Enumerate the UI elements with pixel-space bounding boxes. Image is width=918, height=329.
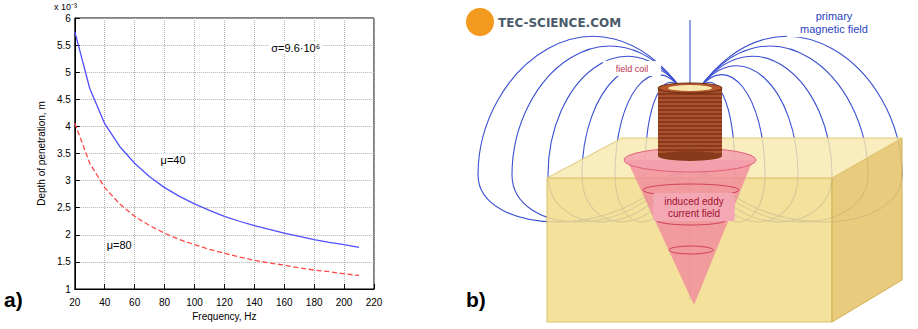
svg-text:Depth of penetration, m: Depth of penetration, m <box>36 101 47 206</box>
svg-text:220: 220 <box>366 297 383 308</box>
svg-text:140: 140 <box>246 297 263 308</box>
svg-text:4.5: 4.5 <box>57 94 71 105</box>
svg-text:5.5: 5.5 <box>57 40 71 51</box>
svg-text:6: 6 <box>65 13 71 24</box>
svg-text:120: 120 <box>216 297 233 308</box>
svg-text:1.5: 1.5 <box>57 256 71 267</box>
svg-text:80: 80 <box>159 297 171 308</box>
svg-text:160: 160 <box>276 297 293 308</box>
html-text:a): a) <box>4 288 23 311</box>
svg-text:4: 4 <box>65 121 71 132</box>
svg-text:σ=9.6·10⁶: σ=9.6·10⁶ <box>271 42 320 54</box>
svg-text:20: 20 <box>69 297 81 308</box>
svg-text:180: 180 <box>306 297 323 308</box>
svg-text:field coil: field coil <box>616 64 649 74</box>
svg-text:2.5: 2.5 <box>57 202 71 213</box>
svg-text:x 10⁻³: x 10⁻³ <box>54 2 77 12</box>
svg-text:μ=40: μ=40 <box>161 154 186 166</box>
svg-text:5: 5 <box>65 67 71 78</box>
svg-text:μ=80: μ=80 <box>107 239 132 251</box>
svg-text:Frequency, Hz: Frequency, Hz <box>192 311 256 322</box>
svg-text:200: 200 <box>336 297 353 308</box>
svg-text:3: 3 <box>65 175 71 186</box>
svg-text:induced eddycurrent field: induced eddycurrent field <box>664 196 724 219</box>
svg-text:TEC-SCIENCE.COM: TEC-SCIENCE.COM <box>498 16 621 30</box>
html-text:b): b) <box>466 288 486 311</box>
svg-text:3.5: 3.5 <box>57 148 71 159</box>
svg-text:100: 100 <box>186 297 203 308</box>
svg-text:1: 1 <box>65 284 71 295</box>
svg-text:60: 60 <box>129 297 141 308</box>
svg-text:2: 2 <box>65 229 71 240</box>
svg-text:primarymagnetic field: primarymagnetic field <box>800 10 868 35</box>
svg-text:40: 40 <box>99 297 111 308</box>
